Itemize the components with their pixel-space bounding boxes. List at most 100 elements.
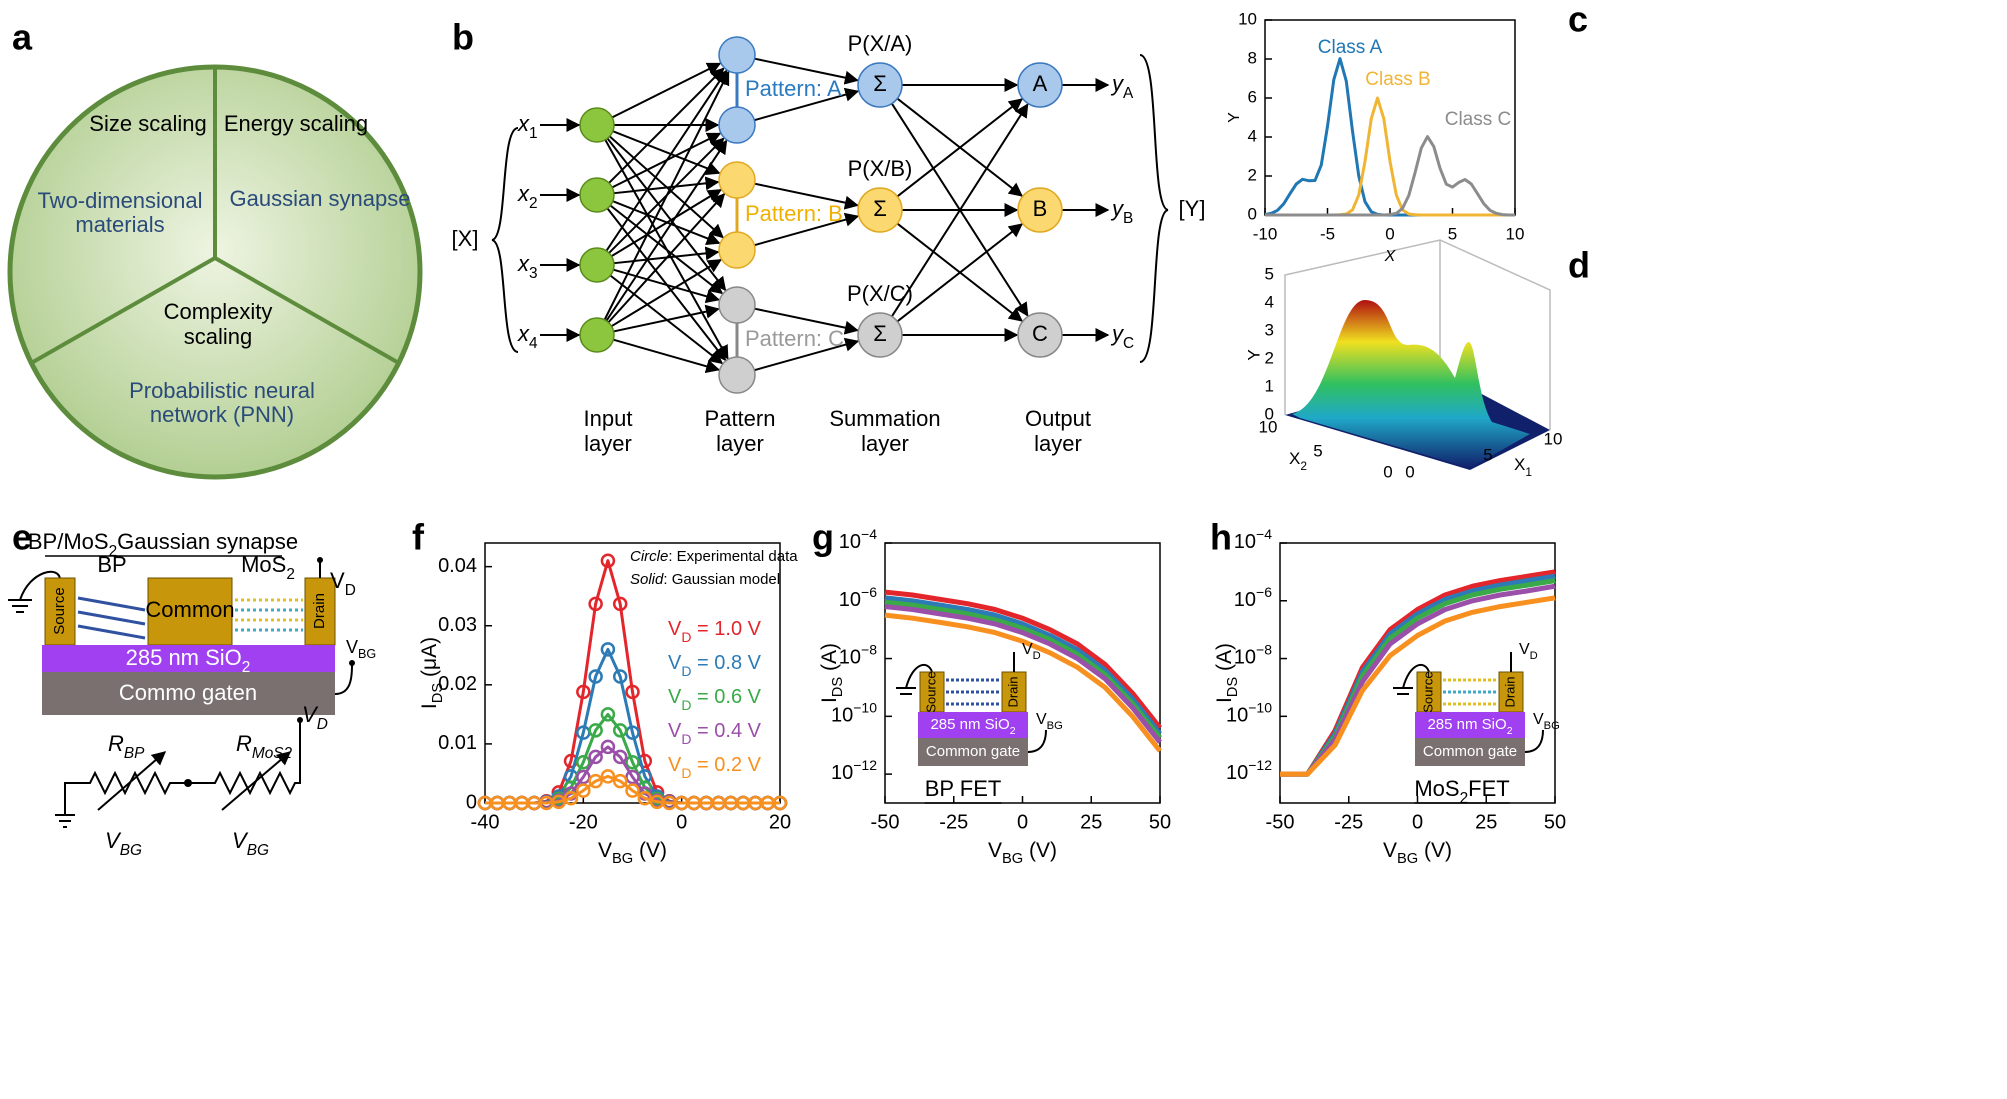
x-tick-label: 5 [1448,224,1457,243]
annotation: Circle: Experimental data [630,548,798,565]
ground [8,599,32,613]
y-tick-label: 6 [1248,87,1257,106]
text-part: BG [1544,720,1560,732]
text-part: 10 [839,531,861,553]
output-value: yA [1110,71,1134,102]
diagram-title: BP/MoS2Gaussian synapse [28,529,298,560]
text-part: −6 [1256,583,1272,599]
data-point [600,769,616,784]
text-part: BG [358,647,376,661]
series-line [884,612,1162,753]
edge [608,67,725,184]
summation-symbol: Σ [873,71,887,96]
output-node [1017,187,1063,233]
text-part: 2 [1010,725,1016,737]
text-part: X [1289,449,1300,468]
lattice-line [77,624,146,640]
text-part: −4 [1256,526,1272,542]
text-part: (A) [1213,643,1236,677]
text-part: Solid [630,571,664,588]
group-label: [X] [452,226,479,251]
text-part: MoS2 [252,745,293,762]
text-part: A [1123,85,1134,102]
text-part: BG [1397,851,1418,867]
x-tick-label: 10 [1506,224,1525,243]
terminal-label: VBG [346,637,376,662]
material-label: BP [97,552,126,577]
edge [613,304,720,333]
y-tick-label: 0.02 [438,673,477,695]
text-part: BG [120,842,142,859]
data-point [576,684,591,700]
wire [905,663,933,689]
text-part: 2 [109,543,118,560]
text-part: D [681,697,691,713]
text-part: 10 [831,762,853,784]
y-tick-label: 0 [466,791,477,813]
layer-label: Output [1025,406,1091,431]
circuit-wire [64,722,301,815]
edge [609,204,724,295]
text-part: 10 [839,589,861,611]
data-point [576,783,591,798]
terminal-label: VD [330,568,356,599]
text-part: −10 [1248,699,1272,715]
plot-frame [484,542,781,804]
panel-label: h [1210,517,1232,558]
text-part: BG [1047,720,1063,732]
edge [896,223,1023,323]
summation-node [857,312,903,358]
text-part: 10 [1226,705,1248,727]
mos2-lattice [235,598,303,632]
text-part: 285 nm SiO [1427,716,1506,733]
y-tick-label: 10−10 [1226,699,1272,727]
data-point [600,707,616,722]
electrode-label: Source [923,671,938,712]
input-label: x4 [517,321,538,352]
circuit-label: VD [302,702,328,733]
edge [613,176,720,195]
x-tick-label: -50 [1266,811,1295,833]
input-node [579,177,615,213]
circuit-label: VBG [105,828,142,859]
summation-title: P(X/A) [848,31,913,56]
panel-label: c [1568,0,1588,40]
legend-label: VD = 1.0 V [668,618,762,644]
layer-label: layer [861,431,909,456]
y-tick-label: 10−8 [1234,641,1272,669]
text-part: 2 [1460,790,1469,807]
text-part: = 0.8 V [691,652,761,674]
text-part: V [1383,839,1397,862]
wire [19,570,61,601]
pattern-node [718,231,756,269]
text-part: V [1519,641,1530,658]
variable-arrow [97,751,167,811]
oxide-layer [918,712,1028,738]
x-axis-label: VBG (V) [598,839,667,867]
text-part: BP/MoS [28,529,109,554]
pattern-node [718,36,756,74]
text-part: 2 [1300,459,1307,473]
y-tick-label: 10−12 [831,757,877,785]
text-part: −8 [1256,641,1272,657]
x2-axis-label: X2 [1289,449,1307,473]
segment-caption: materials [75,212,164,237]
y-tick-label: 10−4 [839,526,877,554]
text-part: DS [830,677,846,698]
x-tick-label: 20 [769,811,791,833]
edge [754,57,859,85]
lattice-line [77,610,146,626]
text-part: 10 [839,647,861,669]
y-tick-label: 10−10 [831,699,877,727]
y-tick-label: 0 [1248,204,1257,223]
terminal-label: VD [1022,641,1041,662]
text-part: V [668,720,682,742]
text-part: V [668,618,682,640]
text-part: B [1123,210,1133,227]
gate-layer [1415,738,1525,766]
input-node [579,317,615,353]
output-value: yB [1110,196,1133,227]
legend-label: VD = 0.4 V [668,720,762,746]
text-part: D [681,765,691,781]
text-part: 285 nm SiO [126,645,242,670]
